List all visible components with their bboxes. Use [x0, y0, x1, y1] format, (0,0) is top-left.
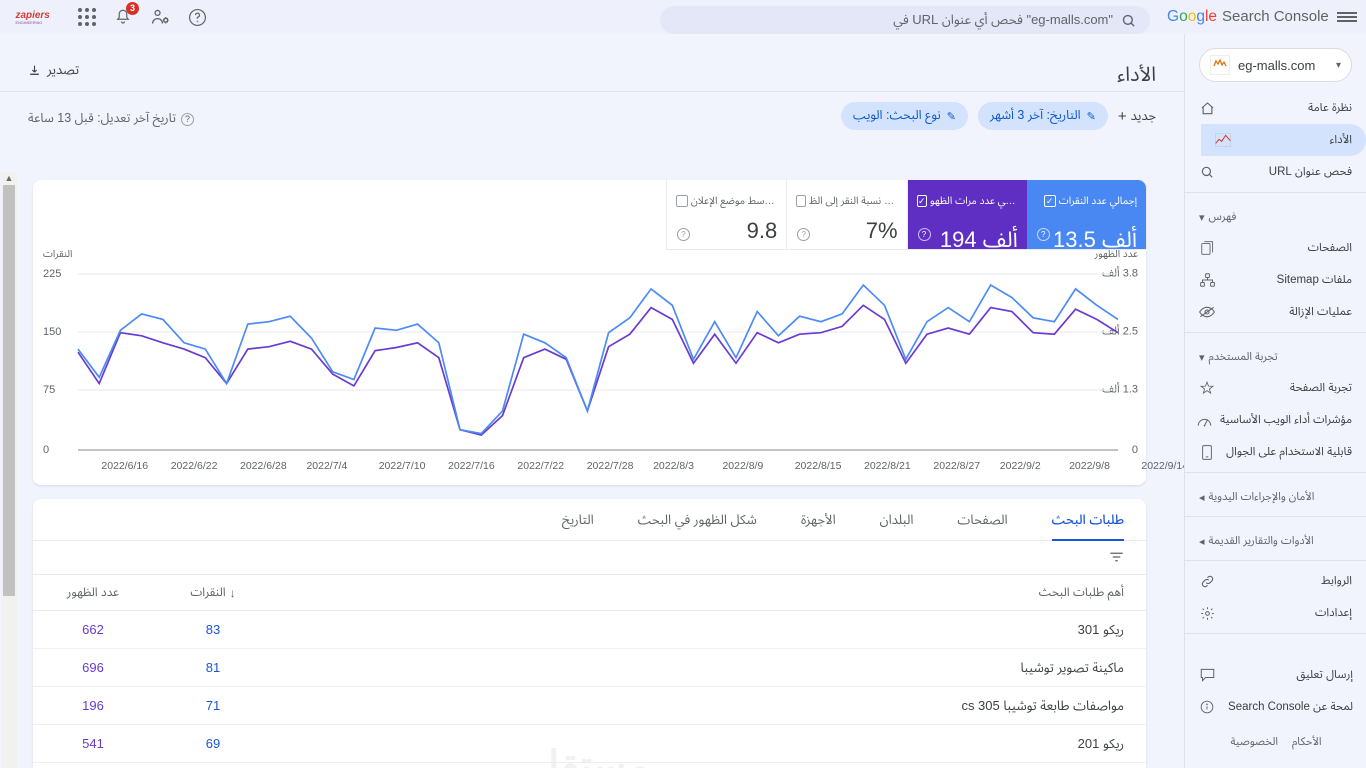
svg-text:zapiers: zapiers: [15, 10, 51, 21]
svg-text:ENGINEERING: ENGINEERING: [16, 21, 43, 25]
svg-text:مستقل: مستقل: [530, 744, 650, 768]
